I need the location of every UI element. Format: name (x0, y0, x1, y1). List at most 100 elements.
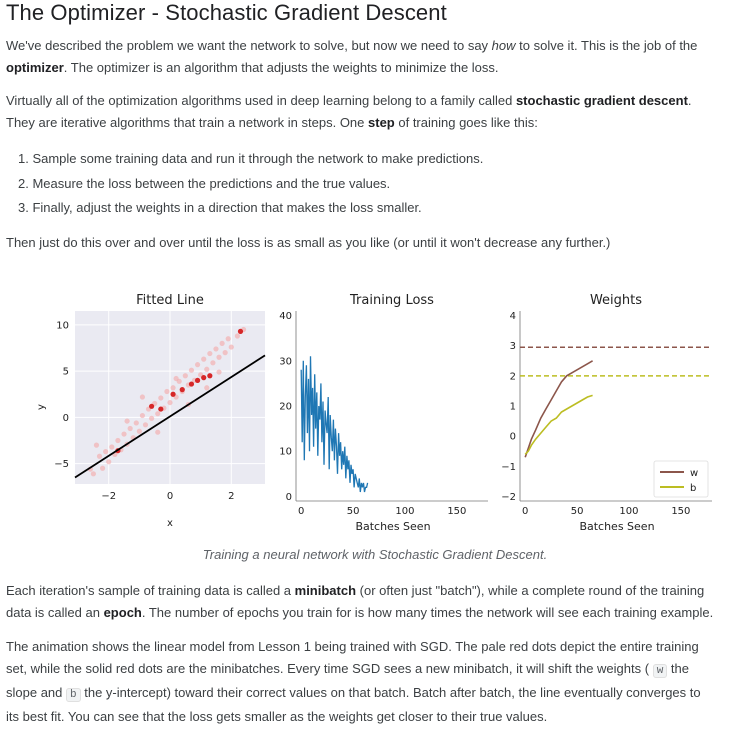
x-axis-label: Batches Seen (579, 520, 654, 533)
data-point-pale (204, 385, 210, 391)
data-point-minibatch (179, 387, 185, 393)
x-tick-label: 50 (571, 506, 584, 517)
paragraph-minibatch: Each iteration's sample of training data… (6, 580, 746, 624)
data-point-pale (225, 336, 231, 342)
legend-label-b: b (690, 483, 696, 494)
y-tick-label: −1 (501, 462, 516, 473)
data-point-pale (109, 444, 115, 450)
y-tick-label: −5 (54, 459, 69, 470)
x-tick-label: 100 (619, 506, 638, 517)
y-tick-label: 1 (510, 402, 516, 413)
data-point-pale (182, 373, 188, 379)
y-tick-label: 3 (510, 341, 516, 352)
data-point-pale (136, 428, 142, 434)
y-tick-label: 2 (510, 371, 516, 382)
text: set, while the solid red dots are the mi… (6, 661, 650, 676)
text: data is called an (6, 605, 104, 620)
term-minibatch: minibatch (294, 583, 357, 598)
data-point-pale (155, 429, 161, 435)
data-point-pale (96, 453, 103, 459)
x-axis-label: x (167, 518, 173, 529)
fitted-line (74, 354, 266, 479)
text: We've described the problem we want the … (6, 38, 492, 53)
page-title: The Optimizer - Stochastic Gradient Desc… (6, 0, 447, 25)
x-tick-label: 150 (447, 506, 466, 517)
x-tick-label: 150 (671, 506, 690, 517)
text-emphasis: how (491, 38, 516, 53)
code-b: b (66, 688, 81, 702)
y-tick-label: 0 (63, 413, 69, 424)
data-point-pale (139, 394, 146, 400)
text: . The optimizer is an algorithm that adj… (63, 60, 499, 75)
y-tick-label: 4 (510, 311, 516, 322)
text: Virtually all of the optimization algori… (6, 93, 516, 108)
data-point-pale (216, 354, 222, 360)
data-point-pale (142, 422, 149, 428)
y-tick-label: 0 (286, 492, 292, 503)
data-point-minibatch (194, 377, 201, 383)
training-steps-list: 1. Sample some training data and run it … (6, 147, 483, 221)
data-point-pale (234, 333, 241, 339)
data-point-pale (106, 459, 112, 465)
y-tick-label: −2 (501, 492, 516, 503)
paragraph-sgd-intro: Virtually all of the optimization algori… (6, 90, 746, 134)
text: of training goes like this: (394, 115, 538, 130)
data-point-minibatch (170, 391, 176, 397)
data-point-pale (124, 418, 130, 424)
term-epoch: epoch (103, 605, 142, 620)
list-item: 2. Measure the loss between the predicti… (18, 175, 391, 191)
paragraph-animation: The animation shows the linear model fro… (6, 636, 746, 728)
x-tick-label: 0 (167, 491, 173, 502)
data-point-minibatch (207, 373, 213, 379)
x-tick-label: 0 (298, 506, 304, 517)
data-point-pale (210, 360, 216, 366)
data-point-pale (90, 471, 96, 477)
data-point-pale (93, 442, 100, 448)
x-axis-label: Batches Seen (355, 520, 430, 533)
x-tick-label: 50 (347, 506, 360, 517)
weight-series-w (524, 360, 594, 458)
x-tick-label: 100 (395, 506, 414, 517)
text: the y-intercept) toward their correct va… (80, 685, 701, 700)
x-tick-label: −2 (101, 491, 116, 502)
text: its best fit. You can see that the loss … (6, 709, 548, 724)
text: (or often just "batch"), while a complet… (356, 583, 705, 598)
data-point-pale (121, 431, 127, 437)
y-tick-label: 10 (56, 320, 69, 331)
y-tick-label: 20 (279, 402, 292, 413)
text: slope and (6, 685, 66, 700)
y-tick-label: 30 (279, 356, 292, 367)
weights-chart: Weights Batches Seen 0 50 100 150 −2 −1 0 1 2 3 4 w… (501, 293, 712, 533)
data-point-pale (115, 437, 121, 444)
data-point-pale (127, 425, 133, 432)
y-tick-label: 40 (279, 311, 292, 322)
x-tick-label: 0 (522, 506, 528, 517)
code-w: w (652, 664, 668, 678)
training-loss-chart: Training Loss Batches Seen 0 50 100 150 0 10 2… (279, 293, 488, 533)
y-tick-label: 10 (279, 447, 292, 458)
data-point-pale (201, 356, 207, 362)
data-point-minibatch (188, 381, 195, 387)
chart-title: Weights (590, 293, 642, 308)
data-point-pale (194, 362, 201, 368)
text: the (667, 661, 689, 676)
term-step: step (368, 115, 395, 130)
data-point-pale (204, 366, 210, 372)
list-item: 3. Finally, adjust the weights in a dire… (18, 200, 422, 215)
fitted-line-chart: Fitted Line x y −2 0 2 −5 0 5 10 (36, 293, 266, 529)
text: to solve it. This is the job of the (515, 38, 698, 53)
data-point-pale (158, 395, 164, 401)
data-point-pale (213, 346, 219, 352)
y-tick-label: 0 (510, 432, 516, 443)
data-point-pale (167, 399, 173, 406)
legend-box (653, 460, 709, 498)
term-optimizer: optimizer (6, 60, 64, 75)
data-point-pale (164, 388, 170, 395)
data-point-pale (99, 465, 106, 471)
chart-title: Fitted Line (136, 293, 204, 308)
term-sgd: stochastic gradient descent (515, 93, 688, 108)
data-point-minibatch (149, 403, 155, 409)
data-point-pale (149, 415, 155, 421)
